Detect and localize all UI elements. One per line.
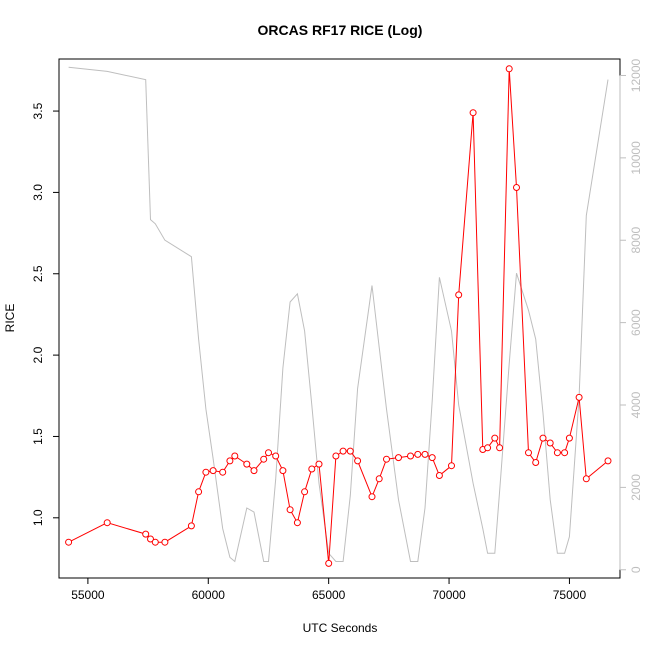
data-point (332, 452, 340, 460)
data-point (65, 538, 73, 546)
data-point (455, 291, 463, 299)
data-point (383, 455, 390, 463)
data-point (414, 450, 422, 458)
x-tick-label: 60000 (192, 588, 226, 602)
y-tick-label: 1.0 (31, 509, 45, 526)
x-tick-label: 55000 (71, 588, 105, 602)
data-point (525, 449, 532, 457)
data-point (346, 447, 354, 455)
data-point (147, 535, 154, 543)
data-point (561, 449, 569, 457)
data-point (575, 393, 583, 401)
y-tick-label: 3.0 (31, 184, 45, 201)
data-point (161, 538, 169, 546)
data-point (421, 450, 429, 458)
data-point (260, 455, 268, 463)
data-point (496, 444, 504, 452)
data-point (407, 452, 414, 460)
data-point (286, 506, 294, 514)
data-point (195, 488, 203, 496)
y-tick-label: 2.0 (31, 346, 45, 363)
data-point (187, 522, 195, 530)
y-tick-label: 2.5 (31, 265, 45, 282)
data-point (428, 454, 436, 462)
y2-tick-label: 0 (629, 566, 643, 573)
data-point (293, 519, 301, 527)
y-axis-left: 1.0 1.5 2.0 2.5 3.0 3.5 (31, 102, 60, 526)
data-point (368, 493, 376, 501)
chart-title: ORCAS RF17 RICE (Log) (258, 22, 423, 38)
data-point (448, 462, 455, 470)
data-point (339, 447, 347, 455)
data-point (279, 467, 287, 475)
data-point (532, 459, 540, 466)
secondary-series-line (68, 66, 609, 563)
data-point (142, 530, 150, 538)
data-point (243, 460, 251, 468)
data-point (565, 434, 573, 442)
data-point (491, 434, 499, 442)
data-point (435, 472, 443, 479)
data-point (582, 475, 590, 483)
y2-tick-label: 12000 (629, 58, 643, 92)
data-point (604, 457, 612, 465)
data-point (151, 538, 159, 546)
data-point (513, 184, 520, 191)
data-point (484, 444, 492, 452)
data-point (250, 467, 258, 475)
y2-tick-label: 2000 (629, 474, 643, 501)
x-axis: 55000 60000 65000 70000 75000 (71, 577, 587, 602)
data-point (202, 468, 210, 476)
data-point (272, 452, 280, 460)
y-axis-label: RICE (3, 304, 17, 333)
y2-tick-label: 8000 (629, 227, 643, 254)
y-axis-right: 0 2000 4000 6000 8000 10000 12000 (619, 58, 643, 573)
data-point (226, 457, 234, 465)
data-point (265, 449, 272, 457)
y-tick-label: 1.5 (31, 428, 45, 445)
secondary-series (68, 66, 609, 563)
data-point (308, 465, 316, 473)
primary-series-line (68, 68, 609, 564)
data-point (553, 449, 561, 457)
y2-tick-label: 6000 (629, 309, 643, 336)
data-point (325, 559, 333, 567)
data-point (301, 488, 309, 496)
x-tick-label: 75000 (553, 588, 587, 602)
y2-tick-label: 4000 (629, 391, 643, 418)
data-point (231, 452, 239, 460)
data-point (546, 439, 554, 447)
data-point (539, 434, 547, 442)
data-point (315, 460, 323, 468)
data-point (469, 109, 477, 117)
x-tick-label: 65000 (312, 588, 346, 602)
y2-tick-label: 10000 (629, 141, 643, 175)
y-tick-label: 3.5 (31, 102, 45, 119)
data-point (219, 468, 227, 476)
data-point (103, 519, 111, 527)
data-point (395, 454, 402, 462)
x-tick-label: 70000 (432, 588, 466, 602)
primary-series (65, 65, 612, 567)
data-point (354, 457, 362, 465)
plot-frame (58, 58, 621, 579)
data-point (209, 467, 217, 475)
data-point (505, 65, 513, 73)
data-point (375, 475, 383, 483)
x-axis-label: UTC Seconds (303, 621, 378, 635)
